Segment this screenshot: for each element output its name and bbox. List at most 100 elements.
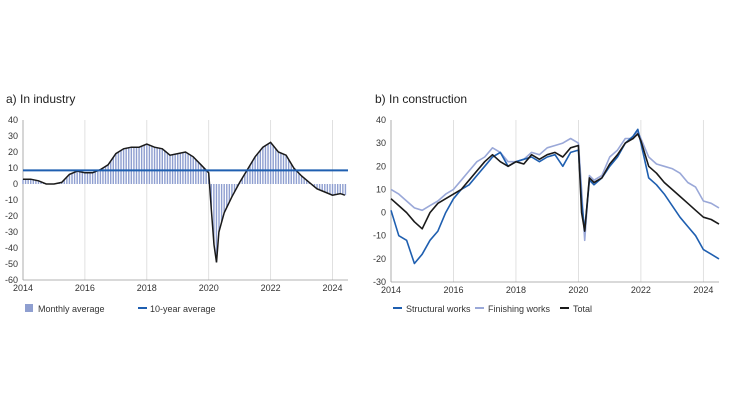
monthly-bar [73, 172, 76, 184]
panel-b-ytick-label: 0 [381, 208, 386, 218]
panel-b-ytick-label: 30 [376, 138, 386, 148]
monthly-bar [213, 184, 215, 244]
monthly-bar [66, 177, 68, 184]
monthly-bar [24, 179, 27, 184]
panel-b-xtick-label: 2024 [693, 285, 713, 295]
monthly-bar [223, 184, 225, 213]
monthly-bar [344, 184, 347, 196]
monthly-bar [135, 147, 138, 184]
panel-a-xtick-label: 2016 [75, 283, 95, 293]
panel-a-title: a) In industry [6, 92, 75, 106]
legend-label-ten-year-average: 10-year average [150, 304, 216, 314]
panel-a-ytick-label: -10 [5, 195, 18, 205]
structural-works-line [390, 128, 720, 265]
monthly-bar [164, 150, 166, 184]
panel-b-xtick-label: 2016 [443, 285, 463, 295]
monthly-bar [68, 174, 71, 184]
panel-b-ytick-label: 40 [376, 115, 386, 125]
monthly-bar [148, 145, 151, 184]
monthly-bar [158, 148, 161, 184]
monthly-bar [37, 180, 40, 184]
monthly-bar [120, 150, 122, 184]
monthly-bar [334, 184, 336, 195]
monthly-bar [174, 154, 176, 184]
monthly-bar [257, 153, 259, 184]
monthly-bar [306, 180, 308, 184]
monthly-bar [130, 147, 133, 184]
total-line [390, 133, 720, 232]
monthly-bar [138, 147, 140, 184]
monthly-bar [161, 148, 163, 184]
monthly-bar [202, 167, 205, 184]
panel-a-xtick-label: 2014 [13, 283, 33, 293]
monthly-bar [246, 169, 249, 184]
panel-b-title: b) In construction [375, 92, 467, 106]
monthly-bar [287, 159, 290, 184]
panel-b-xtick-label: 2020 [568, 285, 588, 295]
monthly-bar [259, 150, 262, 184]
monthly-bar [109, 161, 112, 184]
panel-b-ytick-label: 10 [376, 184, 386, 194]
monthly-bar [269, 142, 272, 184]
monthly-bar [146, 144, 148, 184]
monthly-bar [97, 170, 99, 184]
panel-b-ytick-label: -30 [373, 277, 386, 287]
monthly-bar [267, 144, 269, 184]
monthly-bar [262, 147, 264, 184]
monthly-bar [244, 173, 246, 184]
monthly-bar [275, 148, 277, 184]
monthly-bar [22, 179, 24, 184]
monthly-bar [187, 153, 189, 184]
monthly-bar [60, 182, 63, 184]
monthly-bar [197, 162, 200, 184]
monthly-bar [94, 171, 96, 184]
monthly-bar [125, 148, 127, 184]
monthly-bar [280, 153, 282, 184]
legend-label-structural-works: Structural works [406, 304, 471, 314]
monthly-bar [326, 184, 329, 194]
monthly-bar [228, 184, 231, 203]
monthly-bar [182, 152, 184, 184]
monthly-bar [102, 168, 104, 184]
panel-a-ytick-label: 0 [13, 179, 18, 189]
panel-a-ytick-label: -60 [5, 275, 18, 285]
monthly-bar [32, 179, 35, 184]
monthly-bar [293, 168, 295, 184]
monthly-bar [30, 179, 32, 184]
monthly-bar [318, 184, 321, 190]
monthly-bar [249, 165, 251, 184]
monthly-bar [104, 166, 107, 184]
panel-b-xtick-label: 2018 [506, 285, 526, 295]
panel-b-xtick-label: 2022 [631, 285, 651, 295]
legend-swatch-monthly-average [25, 304, 33, 312]
monthly-bar [233, 184, 236, 192]
panel-b-xtick-label: 2014 [381, 285, 401, 295]
monthly-bar [107, 164, 109, 184]
monthly-bar [153, 147, 156, 184]
monthly-bar [316, 184, 318, 189]
monthly-bar [79, 171, 81, 184]
finishing-works-line [390, 130, 720, 242]
monthly-bar [84, 172, 86, 184]
monthly-bar [218, 184, 220, 232]
panel-a-ytick-label: 20 [8, 147, 18, 157]
monthly-bar [329, 184, 331, 195]
panel-b-ytick-label: 20 [376, 161, 386, 171]
panel-b-ytick-label: -10 [373, 231, 386, 241]
monthly-bar [195, 159, 197, 184]
monthly-bar [331, 184, 334, 196]
monthly-bar [295, 170, 298, 184]
panel-a-xtick-label: 2018 [137, 283, 157, 293]
panel-a-ytick-label: -20 [5, 211, 18, 221]
monthly-bar [321, 184, 323, 191]
monthly-bar [151, 146, 153, 184]
panel-a-ytick-label: -30 [5, 227, 18, 237]
monthly-bar [251, 161, 254, 184]
monthly-bar [300, 176, 303, 184]
monthly-bar [91, 172, 94, 184]
monthly-bar [298, 173, 300, 184]
monthly-bar [156, 147, 158, 184]
